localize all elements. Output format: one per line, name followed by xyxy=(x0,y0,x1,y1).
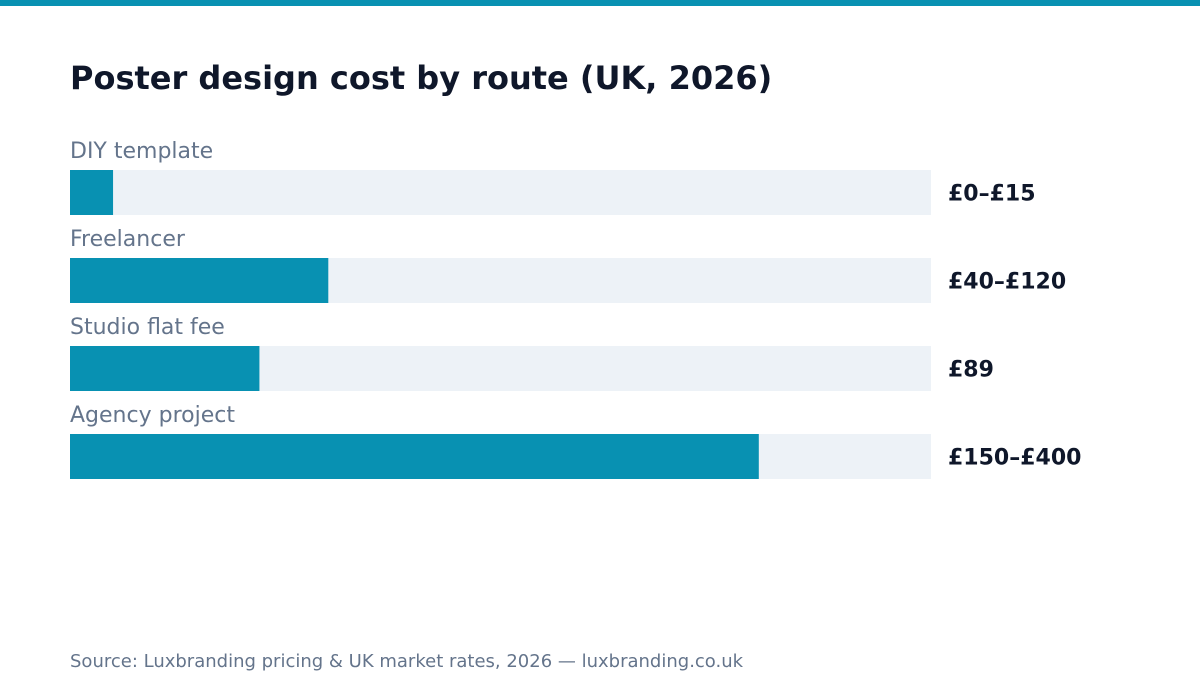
category-label: DIY template xyxy=(70,139,213,164)
bar-track xyxy=(70,170,931,215)
value-label: £150–£400 xyxy=(948,446,1081,471)
value-label: £89 xyxy=(948,358,994,383)
bar xyxy=(70,258,329,303)
bar xyxy=(70,346,260,391)
bar xyxy=(70,434,759,479)
value-label: £40–£120 xyxy=(948,270,1066,295)
bar xyxy=(70,170,114,215)
category-label: Agency project xyxy=(70,403,235,428)
top-accent-stripe xyxy=(0,0,1200,6)
source-note: Source: Luxbranding pricing & UK market … xyxy=(70,651,744,672)
category-label: Freelancer xyxy=(70,227,186,252)
value-label: £0–£15 xyxy=(948,182,1036,207)
chart-title: Poster design cost by route (UK, 2026) xyxy=(70,59,773,97)
category-label: Studio flat fee xyxy=(70,315,225,340)
